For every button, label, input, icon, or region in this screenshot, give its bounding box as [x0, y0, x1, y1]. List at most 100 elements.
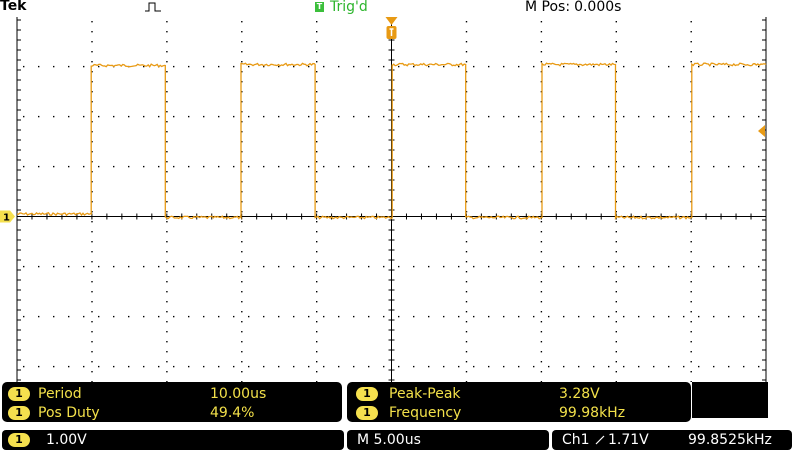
grid-dot: [166, 301, 168, 303]
grid-dot: [690, 251, 692, 253]
grid-dot: [91, 191, 93, 193]
grid-dot: [316, 351, 318, 353]
grid-dot: [241, 351, 243, 353]
grid-dot: [173, 315, 175, 318]
grid-dot: [698, 315, 700, 318]
grid-dot: [398, 365, 400, 368]
grid-dot: [383, 365, 385, 368]
grid-dot: [473, 265, 475, 268]
grid-dot: [473, 315, 475, 318]
grid-dot: [668, 265, 670, 268]
grid-dot: [166, 131, 168, 133]
grid-dot: [188, 115, 190, 118]
ch1-trace: [16, 62, 767, 220]
grid-dot: [316, 151, 318, 153]
grid-dot: [615, 21, 617, 23]
grid-dot: [368, 65, 370, 68]
grid-dot: [166, 191, 168, 193]
grid-dot: [503, 365, 505, 368]
grid-dot: [743, 165, 745, 168]
grid-dot: [593, 315, 595, 318]
trigger-frequency: 99.8525kHz: [688, 432, 772, 448]
grid-dot: [218, 265, 220, 268]
grid-dot: [533, 115, 535, 118]
grid-dot: [166, 331, 168, 333]
grid-dot: [615, 321, 617, 323]
grid-dot: [91, 291, 93, 293]
grid-dot: [248, 165, 250, 168]
grid-dot: [465, 151, 468, 153]
grid-dot: [316, 71, 318, 73]
grid-dot: [368, 165, 370, 168]
grid-dot: [278, 265, 280, 268]
grid-dot: [615, 351, 617, 353]
grid-dot: [241, 61, 243, 63]
grid-dot: [128, 315, 130, 318]
grid-dot: [743, 265, 745, 268]
grid-dot: [690, 271, 692, 273]
grid-dot: [83, 365, 85, 368]
grid-dot: [241, 311, 243, 313]
grid-dot: [113, 115, 115, 118]
measurement-label: Pos Duty: [38, 405, 100, 421]
grid-dot: [653, 65, 655, 68]
grid-dot: [683, 315, 685, 318]
grid-dot: [166, 91, 168, 93]
grid-dot: [316, 131, 318, 133]
grid-dot: [458, 115, 460, 118]
grid-dot: [338, 165, 340, 168]
grid-dot: [293, 115, 295, 118]
grid-dot: [23, 315, 25, 318]
grid-dot: [23, 165, 25, 168]
grid-dot: [316, 321, 318, 323]
mpos-value: 0.000s: [574, 0, 622, 15]
grid-dot: [465, 251, 468, 253]
grid-dot: [743, 315, 745, 318]
grid-dot: [316, 121, 318, 123]
grid-dot: [690, 351, 692, 353]
grid-dot: [166, 101, 168, 103]
grid-dot: [488, 365, 490, 368]
grid-dot: [690, 361, 692, 363]
grid-dot: [638, 315, 640, 318]
grid-dot: [540, 21, 543, 23]
grid-dot: [713, 265, 715, 268]
grid-dot: [241, 131, 243, 133]
grid-dot: [683, 115, 685, 118]
grid-dot: [758, 65, 760, 68]
grid-dot: [98, 115, 100, 118]
grid-dot: [293, 265, 295, 268]
grid-dot: [113, 315, 115, 318]
grid-dot: [698, 65, 700, 68]
grid-dot: [578, 365, 580, 368]
grid-dot: [248, 115, 250, 118]
grid-dot: [23, 365, 25, 368]
grid-dot: [166, 141, 168, 143]
trigger-position-marker-icon: [385, 17, 398, 25]
grid-dot: [398, 315, 400, 318]
grid-dot: [540, 351, 543, 353]
ch1-badge-icon: 1: [356, 387, 378, 401]
grid-dot: [166, 81, 168, 83]
grid-dot: [608, 315, 610, 318]
grid-dot: [465, 311, 468, 313]
ch1-scale-box: 1 1.00V: [2, 430, 344, 450]
grid-dot: [540, 281, 543, 283]
grid-dot: [540, 271, 543, 273]
grid-dot: [465, 101, 468, 103]
grid-dot: [53, 265, 55, 268]
grid-dot: [166, 151, 168, 153]
grid-dot: [98, 315, 100, 318]
ch1-badge-icon: 1: [356, 406, 378, 420]
grid-dot: [540, 381, 543, 382]
grid-dot: [533, 315, 535, 318]
grid-dot: [713, 365, 715, 368]
grid-dot: [241, 121, 243, 123]
grid-dot: [113, 165, 115, 168]
grid-dot: [91, 221, 93, 223]
grid-dot: [728, 365, 730, 368]
grid-dot: [698, 115, 700, 118]
grid-dot: [91, 31, 93, 33]
grid-dot: [383, 65, 385, 68]
grid-dot: [540, 361, 543, 363]
